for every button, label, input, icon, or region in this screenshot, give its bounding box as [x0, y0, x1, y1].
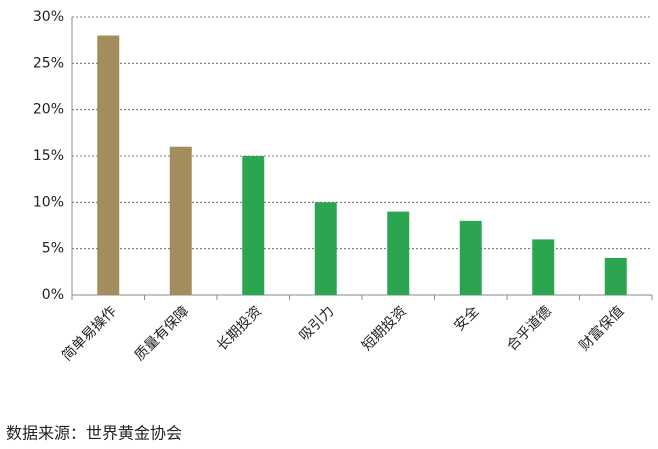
x-tick-label: 短期投资 [359, 303, 410, 354]
y-tick-label: 0% [42, 287, 64, 303]
y-tick-label: 10% [33, 194, 64, 210]
y-tick-label: 30% [33, 9, 64, 25]
x-tick-label: 财富保值 [576, 303, 628, 355]
bar [387, 211, 410, 295]
x-tick-label: 合乎道德 [504, 303, 555, 354]
x-tick-label: 质量有保障 [132, 303, 193, 364]
y-tick-label: 25% [33, 55, 64, 71]
x-tick-label: 长期投资 [214, 303, 265, 354]
bar [242, 156, 265, 295]
x-tick-label: 安全 [451, 303, 483, 335]
source-note: 数据来源：世界黄金协会 [6, 424, 182, 443]
bar [604, 257, 627, 295]
y-tick-label: 20% [33, 102, 64, 118]
bar [314, 202, 337, 295]
bar [532, 239, 555, 295]
bar [459, 220, 482, 295]
x-tick-label: 吸引力 [296, 303, 337, 344]
y-tick-label: 5% [42, 241, 64, 257]
x-tick-label: 简单易操作 [58, 303, 120, 365]
bar [169, 146, 192, 295]
y-tick-label: 15% [33, 148, 64, 164]
bar [97, 35, 120, 296]
